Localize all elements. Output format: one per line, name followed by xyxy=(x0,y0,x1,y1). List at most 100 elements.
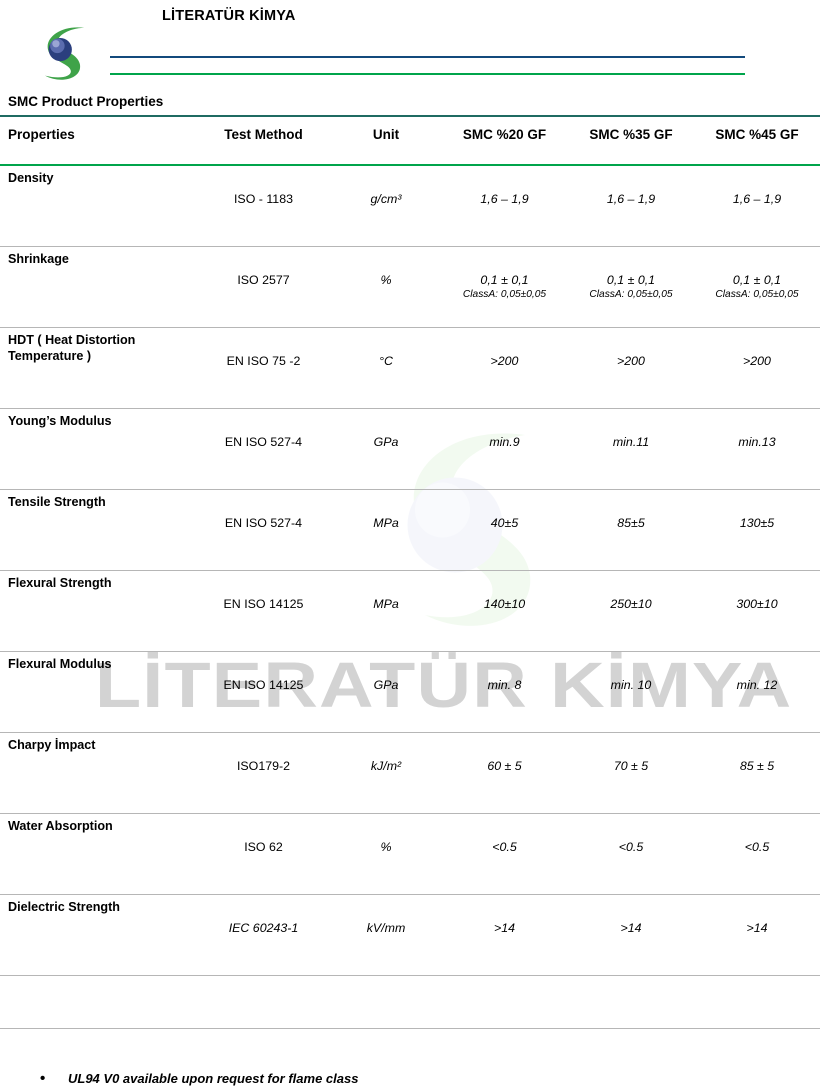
cell-value-35gf: 1,6 – 1,9 xyxy=(568,165,694,247)
cell-value-20gf: 60 ± 5 xyxy=(441,732,568,814)
table-header-row: Properties Test Method Unit SMC %20 GF S… xyxy=(0,115,820,166)
document-header: LİTERATÜR KİMYA xyxy=(0,0,820,90)
cell-value-35gf: <0.5 xyxy=(568,813,694,895)
page-title: LİTERATÜR KİMYA xyxy=(162,8,296,24)
cell-test-method: EN ISO 75 -2 xyxy=(196,327,331,409)
cell-empty xyxy=(694,975,820,1029)
cell-value-45gf: min. 12 xyxy=(694,651,820,733)
cell-value-35gf: 0,1 ± 0,1 ClassA: 0,05±0,05 xyxy=(568,246,694,328)
cell-value-20gf: 40±5 xyxy=(441,489,568,571)
cell-unit: % xyxy=(331,246,441,328)
cell-unit: kV/mm xyxy=(331,894,441,976)
table-body: Density ISO - 1183 g/cm³ 1,6 – 1,9 1,6 –… xyxy=(0,165,820,1029)
cell-unit: g/cm³ xyxy=(331,165,441,247)
column-header-unit: Unit xyxy=(331,115,441,166)
cell-value-45gf: min.13 xyxy=(694,408,820,490)
cell-unit: MPa xyxy=(331,570,441,652)
table-row-empty xyxy=(0,975,820,1029)
cell-unit: % xyxy=(331,813,441,895)
cell-test-method: EN ISO 527-4 xyxy=(196,489,331,571)
cell-property: Charpy İmpact xyxy=(0,732,196,814)
cell-value-note: ClassA: 0,05±0,05 xyxy=(462,288,547,300)
cell-value-45gf: <0.5 xyxy=(694,813,820,895)
cell-value-35gf: min.11 xyxy=(568,408,694,490)
table-row: Young’s Modulus EN ISO 527-4 GPa min.9 m… xyxy=(0,408,820,490)
table-row: Shrinkage ISO 2577 % 0,1 ± 0,1 ClassA: 0,… xyxy=(0,246,820,328)
cell-property: Young’s Modulus xyxy=(0,408,196,490)
footer-notes: • UL94 V0 available upon request for fla… xyxy=(0,1071,820,1086)
column-header-smc-45-gf: SMC %45 GF xyxy=(694,115,820,166)
smc-properties-table: Properties Test Method Unit SMC %20 GF S… xyxy=(0,115,820,1029)
cell-value-20gf: 1,6 – 1,9 xyxy=(441,165,568,247)
bullet-icon: • xyxy=(40,1070,46,1087)
cell-property: Water Absorption xyxy=(0,813,196,895)
note-text: UL94 V0 available upon request for flame… xyxy=(68,1071,359,1086)
section-title: SMC Product Properties xyxy=(8,94,164,109)
cell-value-20gf: min.9 xyxy=(441,408,568,490)
cell-unit: GPa xyxy=(331,651,441,733)
cell-value-main: 0,1 ± 0,1 xyxy=(732,273,782,287)
cell-property: Shrinkage xyxy=(0,246,196,328)
cell-empty xyxy=(441,975,568,1029)
cell-test-method: ISO179-2 xyxy=(196,732,331,814)
cell-value-note: ClassA: 0,05±0,05 xyxy=(715,288,799,300)
cell-empty xyxy=(196,975,331,1029)
literatur-kimya-logo-icon xyxy=(45,27,85,80)
cell-value-35gf: >200 xyxy=(568,327,694,409)
cell-empty xyxy=(331,975,441,1029)
cell-value-35gf: >14 xyxy=(568,894,694,976)
header-rule-blue xyxy=(110,56,745,58)
cell-value-note: ClassA: 0,05±0,05 xyxy=(589,288,673,300)
cell-value-20gf: <0.5 xyxy=(441,813,568,895)
cell-property: HDT ( Heat Distortion Temperature ) xyxy=(0,327,196,409)
cell-value-20gf: min. 8 xyxy=(441,651,568,733)
cell-value-20gf: 0,1 ± 0,1 ClassA: 0,05±0,05 xyxy=(441,246,568,328)
cell-value-45gf: 1,6 – 1,9 xyxy=(694,165,820,247)
header-rule-green xyxy=(110,73,745,75)
cell-unit: MPa xyxy=(331,489,441,571)
cell-test-method: ISO 62 xyxy=(196,813,331,895)
cell-value-35gf: 250±10 xyxy=(568,570,694,652)
table-row: Dielectric Strength IEC 60243-1 kV/mm >1… xyxy=(0,894,820,976)
table-row: Tensile Strength EN ISO 527-4 MPa 40±5 8… xyxy=(0,489,820,571)
cell-empty xyxy=(568,975,694,1029)
cell-value-20gf: 140±10 xyxy=(441,570,568,652)
cell-test-method: IEC 60243-1 xyxy=(196,894,331,976)
cell-property: Flexural Modulus xyxy=(0,651,196,733)
cell-value-35gf: 85±5 xyxy=(568,489,694,571)
cell-empty xyxy=(0,975,196,1029)
cell-value-45gf: 130±5 xyxy=(694,489,820,571)
cell-property: Dielectric Strength xyxy=(0,894,196,976)
cell-test-method: EN ISO 14125 xyxy=(196,570,331,652)
cell-value-45gf: >14 xyxy=(694,894,820,976)
cell-value-35gf: min. 10 xyxy=(568,651,694,733)
table-row: Flexural Modulus EN ISO 14125 GPa min. 8… xyxy=(0,651,820,733)
table-header: Properties Test Method Unit SMC %20 GF S… xyxy=(0,115,820,166)
cell-value-35gf: 70 ± 5 xyxy=(568,732,694,814)
cell-value-20gf: >200 xyxy=(441,327,568,409)
cell-value-20gf: >14 xyxy=(441,894,568,976)
cell-value-45gf: 300±10 xyxy=(694,570,820,652)
cell-property: Density xyxy=(0,165,196,247)
cell-value-45gf: 0,1 ± 0,1 ClassA: 0,05±0,05 xyxy=(694,246,820,328)
list-item: • UL94 V0 available upon request for fla… xyxy=(40,1071,820,1086)
cell-unit: GPa xyxy=(331,408,441,490)
table-row: Charpy İmpact ISO179-2 kJ/m² 60 ± 5 70 ±… xyxy=(0,732,820,814)
cell-unit: kJ/m² xyxy=(331,732,441,814)
table-row: Flexural Strength EN ISO 14125 MPa 140±1… xyxy=(0,570,820,652)
column-header-test-method: Test Method xyxy=(196,115,331,166)
table-row: Density ISO - 1183 g/cm³ 1,6 – 1,9 1,6 –… xyxy=(0,165,820,247)
cell-value-45gf: 85 ± 5 xyxy=(694,732,820,814)
cell-test-method: EN ISO 14125 xyxy=(196,651,331,733)
cell-unit: °C xyxy=(331,327,441,409)
cell-value-main: 0,1 ± 0,1 xyxy=(606,273,656,287)
cell-test-method: ISO - 1183 xyxy=(196,165,331,247)
cell-value-45gf: >200 xyxy=(694,327,820,409)
cell-property: Tensile Strength xyxy=(0,489,196,571)
table-row: Water Absorption ISO 62 % <0.5 <0.5 <0.5 xyxy=(0,813,820,895)
column-header-properties: Properties xyxy=(0,115,196,166)
column-header-smc-35-gf: SMC %35 GF xyxy=(568,115,694,166)
column-header-smc-20-gf: SMC %20 GF xyxy=(441,115,568,166)
table-row: HDT ( Heat Distortion Temperature ) EN I… xyxy=(0,327,820,409)
